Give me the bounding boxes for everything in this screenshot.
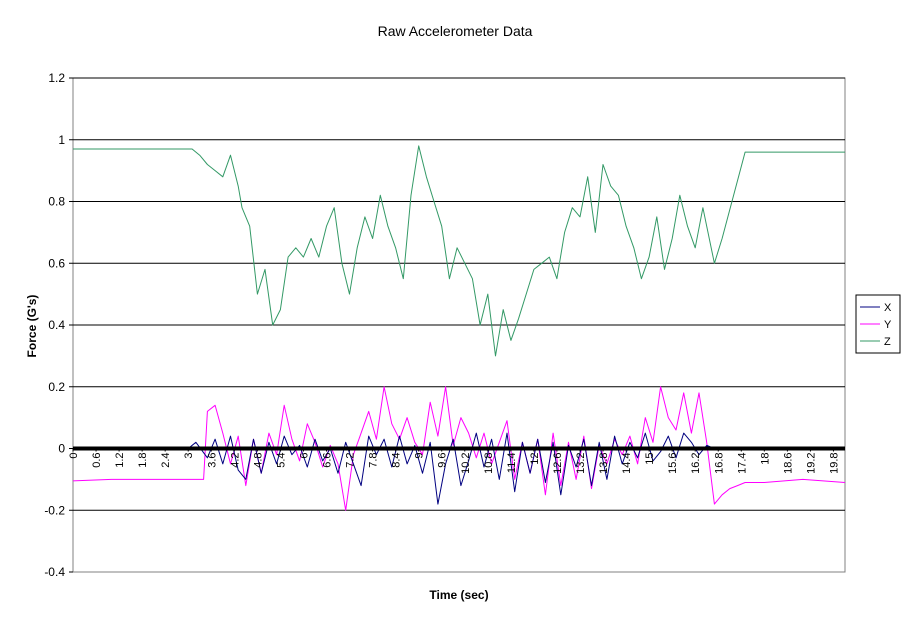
x-tick-label: 6 xyxy=(298,453,310,459)
x-tick-label: 19.2 xyxy=(805,453,817,474)
x-tick-label: 13.2 xyxy=(575,453,587,474)
x-tick-label: 0.6 xyxy=(91,453,103,468)
y-axis-ticks: -0.4 -0.2 0 0.2 0.4 0.6 0.8 1 1.2 xyxy=(44,71,73,579)
x-tick-label: 3.6 xyxy=(206,453,218,468)
x-tick-label: 4.8 xyxy=(252,453,264,468)
x-tick-label: 12.6 xyxy=(552,453,564,474)
x-tick-label: 7.8 xyxy=(368,453,380,468)
y-tick-label: 0.6 xyxy=(48,256,65,270)
x-tick-label: 15.6 xyxy=(667,453,679,474)
legend-label-x: X xyxy=(884,302,892,314)
y-tick-label: -0.2 xyxy=(44,503,65,517)
x-tick-label: 9.6 xyxy=(437,453,449,468)
series-line-z xyxy=(73,145,845,357)
x-tick-label: 17.4 xyxy=(736,453,748,474)
x-tick-label: 15 xyxy=(644,453,656,465)
x-axis-ticks: 0 0.6 1.2 1.8 2.4 3 3.6 4.2 4.8 5.4 6 6.6 7.2 7.8 8.4 9… xyxy=(68,448,840,474)
y-tick-label: 0 xyxy=(58,442,65,456)
x-tick-label: 16.2 xyxy=(690,453,702,474)
x-tick-label: 19.8 xyxy=(828,453,840,474)
x-tick-label: 6.6 xyxy=(321,453,333,468)
x-tick-label: 1.2 xyxy=(114,453,126,468)
x-axis-title: Time (sec) xyxy=(429,588,488,602)
x-tick-label: 5.4 xyxy=(275,453,287,468)
x-tick-label: 9 xyxy=(414,453,426,459)
y-tick-label: 1 xyxy=(58,133,65,147)
x-tick-label: 10.2 xyxy=(460,453,472,474)
x-tick-label: 11.4 xyxy=(506,453,518,474)
series-line-y xyxy=(72,386,846,511)
x-tick-label: 8.4 xyxy=(391,453,403,468)
x-tick-label: 0 xyxy=(68,453,80,459)
y-tick-label: 0.2 xyxy=(48,380,65,394)
x-tick-label: 16.8 xyxy=(713,453,725,474)
y-tick-label: 0.4 xyxy=(48,318,65,332)
plot-area: -0.4 -0.2 0 0.2 0.4 0.6 0.8 1 1.2 0 0.6 1.2 1.8 2.4 3… xyxy=(44,71,846,579)
y-tick-label: 1.2 xyxy=(48,71,65,85)
legend-label-y: Y xyxy=(884,319,892,331)
series-layer xyxy=(72,145,846,511)
x-tick-label: 14.4 xyxy=(621,453,633,474)
y-tick-label: -0.4 xyxy=(44,565,65,579)
x-tick-label: 7.2 xyxy=(345,453,357,468)
x-tick-label: 4.2 xyxy=(229,453,241,468)
x-tick-label: 12 xyxy=(529,453,541,465)
x-tick-label: 13.8 xyxy=(598,453,610,474)
legend: XYZ xyxy=(855,294,901,354)
chart-title: Raw Accelerometer Data xyxy=(378,23,533,39)
x-tick-label: 2.4 xyxy=(160,453,172,468)
y-axis-title: Force (G's) xyxy=(25,295,39,358)
x-tick-label: 18 xyxy=(759,453,771,465)
y-tick-label: 0.8 xyxy=(48,195,65,209)
x-tick-label: 18.6 xyxy=(782,453,794,474)
x-tick-label: 3 xyxy=(183,453,195,459)
x-tick-label: 1.8 xyxy=(137,453,149,468)
x-tick-label: 10.8 xyxy=(483,453,495,474)
legend-label-z: Z xyxy=(884,336,891,348)
